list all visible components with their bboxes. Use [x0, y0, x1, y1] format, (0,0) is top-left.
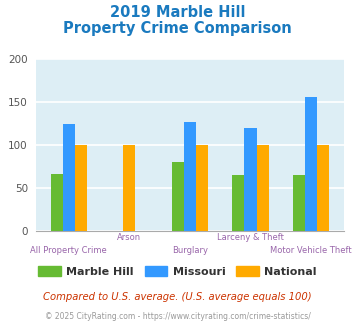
Text: Larceny & Theft: Larceny & Theft	[217, 233, 284, 242]
Bar	[257, 145, 269, 231]
Bar	[293, 175, 305, 231]
Bar	[75, 145, 87, 231]
Text: 2019 Marble Hill: 2019 Marble Hill	[110, 5, 245, 20]
Bar	[245, 128, 257, 231]
Text: Burglary: Burglary	[172, 246, 208, 255]
Bar	[232, 175, 245, 231]
Bar	[51, 174, 63, 231]
Text: Compared to U.S. average. (U.S. average equals 100): Compared to U.S. average. (U.S. average …	[43, 292, 312, 302]
Bar	[123, 145, 135, 231]
Text: Property Crime Comparison: Property Crime Comparison	[63, 21, 292, 36]
Bar	[317, 145, 329, 231]
Text: © 2025 CityRating.com - https://www.cityrating.com/crime-statistics/: © 2025 CityRating.com - https://www.city…	[45, 312, 310, 321]
Text: All Property Crime: All Property Crime	[31, 246, 107, 255]
Bar	[305, 97, 317, 231]
Bar	[172, 161, 184, 231]
Bar	[196, 145, 208, 231]
Legend: Marble Hill, Missouri, National: Marble Hill, Missouri, National	[34, 261, 321, 281]
Text: Arson: Arson	[117, 233, 141, 242]
Bar	[63, 124, 75, 231]
Bar	[184, 122, 196, 231]
Text: Motor Vehicle Theft: Motor Vehicle Theft	[270, 246, 352, 255]
